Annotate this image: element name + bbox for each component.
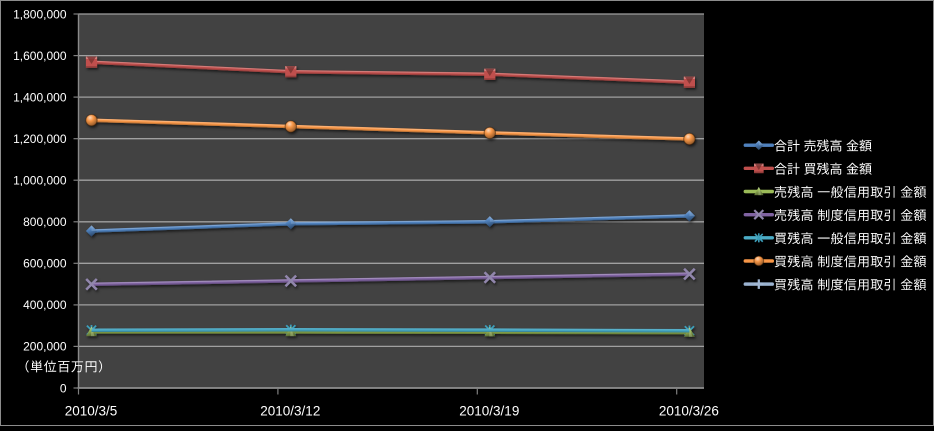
svg-text:2010/3/19: 2010/3/19 [459,404,519,419]
svg-text:1,200,000: 1,200,000 [13,132,67,146]
svg-text:400,000: 400,000 [23,298,67,312]
svg-text:2010/3/5: 2010/3/5 [65,404,118,419]
svg-text:0: 0 [60,381,67,395]
svg-text:600,000: 600,000 [23,257,67,271]
svg-text:2010/3/12: 2010/3/12 [260,404,320,419]
svg-text:1,600,000: 1,600,000 [13,49,67,63]
svg-text:2010/3/26: 2010/3/26 [659,404,719,419]
svg-text:1,800,000: 1,800,000 [13,7,67,21]
svg-text:800,000: 800,000 [23,215,67,229]
svg-text:1,000,000: 1,000,000 [13,174,67,188]
svg-text:1,400,000: 1,400,000 [13,90,67,104]
svg-text:200,000: 200,000 [23,340,67,354]
